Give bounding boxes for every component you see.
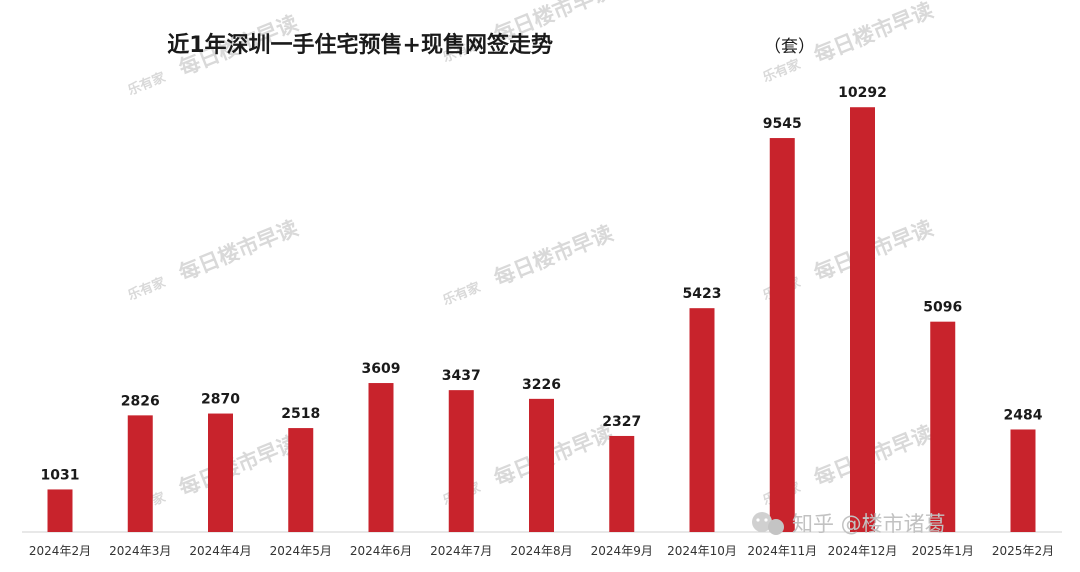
data-label-12: 5096 bbox=[923, 300, 962, 316]
bar-13 bbox=[1010, 429, 1036, 532]
data-label-4: 2518 bbox=[281, 406, 320, 422]
bar-6 bbox=[448, 390, 474, 532]
bar-10 bbox=[769, 138, 795, 532]
x-tick-label-4: 2024年5月 bbox=[270, 544, 332, 558]
credit-watermark: 知乎 @楼市诸葛 bbox=[752, 512, 946, 536]
data-labels-group: 1031 2826 2870 2518 3609 3437 3226 2327 5423 9545… bbox=[41, 85, 1043, 483]
data-label-5: 3609 bbox=[362, 361, 401, 377]
x-tick-label-3: 2024年4月 bbox=[189, 544, 251, 558]
watermark-text: 每日楼市早读 bbox=[811, 0, 937, 68]
x-tick-label-8: 2024年9月 bbox=[591, 544, 653, 558]
x-tick-label-9: 2024年10月 bbox=[667, 544, 737, 558]
x-tick-label-6: 2024年7月 bbox=[430, 544, 492, 558]
watermark-text: 每日楼市早读 bbox=[176, 216, 302, 285]
watermark-logo: 乐有家 bbox=[126, 69, 169, 99]
data-label-3: 2870 bbox=[201, 392, 240, 408]
bar-11 bbox=[850, 107, 875, 532]
x-tick-label-5: 2024年6月 bbox=[350, 544, 412, 558]
chart-unit: （套） bbox=[764, 37, 815, 57]
bar-4 bbox=[288, 428, 314, 532]
data-label-2: 2826 bbox=[121, 393, 160, 409]
x-tick-labels-group: 2024年2月 2024年3月 2024年4月 2024年5月 2024年6月 2024年… bbox=[29, 544, 1054, 558]
x-tick-label-1: 2024年2月 bbox=[29, 544, 91, 558]
bar-9 bbox=[689, 308, 715, 532]
data-label-1: 1031 bbox=[41, 467, 80, 483]
x-tick-label-7: 2024年8月 bbox=[510, 544, 572, 558]
credit-text: 知乎 @楼市诸葛 bbox=[792, 512, 946, 536]
bar-2 bbox=[127, 415, 153, 532]
data-label-9: 5423 bbox=[683, 286, 722, 302]
data-label-13: 2484 bbox=[1004, 407, 1043, 423]
bar-7 bbox=[529, 398, 554, 532]
watermark-text: 每日楼市早读 bbox=[491, 221, 617, 290]
data-label-8: 2327 bbox=[602, 414, 641, 430]
x-tick-label-13: 2025年2月 bbox=[992, 544, 1054, 558]
bar-1 bbox=[47, 489, 73, 532]
data-label-7: 3226 bbox=[522, 377, 561, 393]
data-label-11: 10292 bbox=[838, 85, 887, 101]
bar-5 bbox=[368, 383, 394, 532]
x-tick-label-10: 2024年11月 bbox=[747, 544, 817, 558]
wechat-icon bbox=[752, 512, 784, 535]
data-label-6: 3437 bbox=[442, 368, 481, 384]
bar-12 bbox=[930, 321, 956, 532]
chart-title: 近1年深圳一手住宅预售+现售网签走势 bbox=[167, 32, 553, 58]
bars-group bbox=[47, 107, 1036, 532]
bar-3 bbox=[208, 413, 233, 532]
x-tick-label-12: 2025年1月 bbox=[912, 544, 974, 558]
x-tick-label-11: 2024年12月 bbox=[828, 544, 898, 558]
x-tick-label-2: 2024年3月 bbox=[109, 544, 171, 558]
watermark-text: 每日楼市早读 bbox=[176, 431, 302, 500]
watermark-logo: 乐有家 bbox=[761, 56, 804, 86]
watermark-logo: 乐有家 bbox=[126, 274, 169, 304]
watermark-logo: 乐有家 bbox=[441, 279, 484, 309]
data-label-10: 9545 bbox=[763, 116, 802, 132]
bar-8 bbox=[609, 435, 635, 532]
